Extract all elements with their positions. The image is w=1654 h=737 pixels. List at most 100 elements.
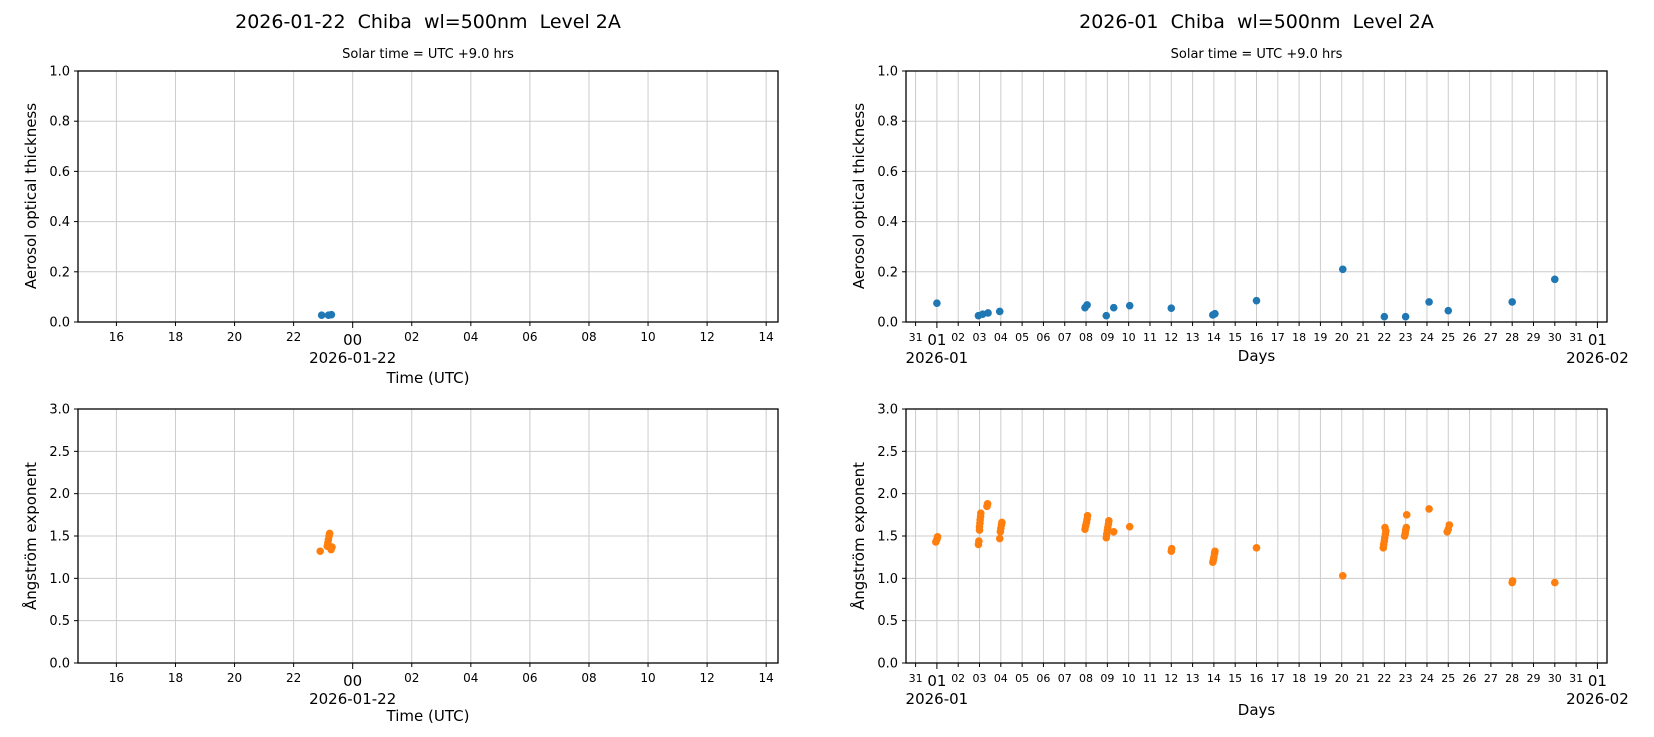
y-axis-label-angstrom-monthly: Ångström exponent <box>850 461 868 611</box>
data-point <box>1252 296 1261 305</box>
x-tick-label: 26 <box>1463 331 1477 344</box>
x-tick-label: 29 <box>1526 331 1540 344</box>
x-tick-label: 24 <box>1420 672 1434 685</box>
x-tick-label: 31 <box>909 672 923 685</box>
data-point <box>1109 527 1118 536</box>
data-point <box>975 537 983 545</box>
data-point <box>1083 511 1092 520</box>
x-tick-date-label: 2026-01-22 <box>309 690 396 708</box>
x-tick-label: 21 <box>1356 672 1370 685</box>
data-point <box>1550 275 1559 284</box>
data-point <box>1211 547 1219 556</box>
x-tick-label: 25 <box>1441 331 1455 344</box>
x-tick-label: 11 <box>1143 331 1157 344</box>
y-tick-label: 3.0 <box>49 403 70 418</box>
y-tick-label: 0.5 <box>49 614 70 629</box>
y-tick-label: 0.0 <box>49 657 70 672</box>
data-point <box>933 533 942 541</box>
x-tick-label: 23 <box>1399 672 1413 685</box>
y-tick-label: 1.0 <box>877 65 898 80</box>
data-point <box>1445 521 1454 529</box>
data-point <box>984 309 992 317</box>
plot-area-aot-daily: 0.0 0.2 0.4 0.6 0.8 1.0 16 18 20 22 02 04 06 08 10 12 14… <box>49 65 779 367</box>
x-tick-label: 14 <box>1207 672 1221 685</box>
x-tick-label: 31 <box>909 331 923 344</box>
y-tick-label: 0.2 <box>877 265 898 280</box>
data-point <box>327 310 336 319</box>
x-tick-label: 04 <box>463 671 478 685</box>
x-tick-label: 14 <box>1207 331 1221 344</box>
x-tick-label: 12 <box>699 330 714 344</box>
x-axis-label-aot-daily: Time (UTC) <box>386 369 470 387</box>
x-tick-label: 16 <box>109 330 124 344</box>
data-point <box>1125 522 1134 531</box>
data-point <box>976 509 985 517</box>
data-point <box>325 529 334 538</box>
x-tick-label: 05 <box>1015 331 1029 344</box>
data-point <box>1109 303 1118 312</box>
x-tick-label: 18 <box>1292 672 1306 685</box>
chart-title-monthly: 2026-01 Chiba wl=500nm Level 2A <box>1079 11 1434 33</box>
y-tick-label: 0.0 <box>877 316 898 331</box>
x-tick-label: 10 <box>1122 331 1136 344</box>
x-tick-label: 20 <box>227 671 242 685</box>
data-point <box>1381 523 1389 532</box>
x-tick-label: 14 <box>759 671 774 685</box>
x-tick-label: 20 <box>1335 672 1349 685</box>
data-point <box>1425 505 1433 513</box>
data-point <box>1105 516 1113 525</box>
x-tick-label: 20 <box>227 330 242 344</box>
x-tick-label: 12 <box>1164 672 1178 685</box>
data-point <box>1401 312 1410 321</box>
x-tick-label: 13 <box>1186 672 1200 685</box>
y-tick-label: 0.0 <box>49 316 70 331</box>
x-tick-label: 09 <box>1100 672 1114 685</box>
y-tick-label: 0.0 <box>877 657 898 672</box>
data-point <box>1338 265 1347 274</box>
x-tick-label: 28 <box>1505 672 1519 685</box>
data-point <box>317 311 326 320</box>
x-tick-label: 02 <box>404 330 419 344</box>
y-tick-label: 0.2 <box>49 265 70 280</box>
x-tick-label: 31 <box>1569 331 1583 344</box>
data-point <box>1211 309 1219 318</box>
plot-area-angstrom-daily: 0.0 0.5 1.0 1.5 2.0 2.5 3.0 16 18 20 22 02 04 06 08 10 1… <box>49 403 779 708</box>
x-tick-major-label: 01 <box>1588 331 1607 349</box>
plot-area-angstrom-monthly: 0.0 0.5 1.0 1.5 2.0 2.5 3.0 31 02 03 04 05 06 07 08 09 1… <box>877 403 1628 709</box>
data-point <box>1167 544 1176 553</box>
x-tick-label: 17 <box>1271 331 1285 344</box>
x-tick-label: 29 <box>1526 672 1540 685</box>
x-tick-label: 02 <box>404 671 419 685</box>
data-point <box>983 500 992 508</box>
y-tick-label: 1.0 <box>49 572 70 587</box>
x-tick-label: 08 <box>581 330 596 344</box>
y-tick-label: 0.5 <box>877 614 898 629</box>
data-point <box>998 518 1006 527</box>
x-tick-major-label: 00 <box>343 672 362 690</box>
x-tick-label: 03 <box>973 672 987 685</box>
x-tick-label: 19 <box>1313 672 1327 685</box>
x-axis-label-aot-monthly: Days <box>1237 347 1276 365</box>
x-tick-date-label: 2026-01 <box>906 349 969 367</box>
y-tick-label: 1.0 <box>877 572 898 587</box>
x-tick-date-label: 2026-02 <box>1566 690 1629 708</box>
data-point <box>1338 571 1347 580</box>
data-point <box>316 547 324 556</box>
y-tick-label: 0.6 <box>877 165 898 180</box>
x-tick-major-label: 00 <box>343 331 362 349</box>
y-axis-label-aot-monthly: Aerosol optical thickness <box>850 102 868 290</box>
y-tick-label: 0.4 <box>49 215 70 230</box>
x-tick-label: 15 <box>1228 331 1242 344</box>
chart-subtitle-daily: Solar time = UTC +9.0 hrs <box>342 47 514 62</box>
data-point <box>1508 298 1516 306</box>
x-tick-label: 10 <box>640 671 655 685</box>
x-tick-label: 22 <box>1377 331 1391 344</box>
x-tick-date-label: 2026-02 <box>1566 349 1629 367</box>
data-point <box>1083 301 1091 309</box>
data-point <box>933 299 941 307</box>
x-tick-label: 02 <box>951 331 965 344</box>
x-tick-label: 07 <box>1058 331 1072 344</box>
data-point <box>995 534 1004 543</box>
